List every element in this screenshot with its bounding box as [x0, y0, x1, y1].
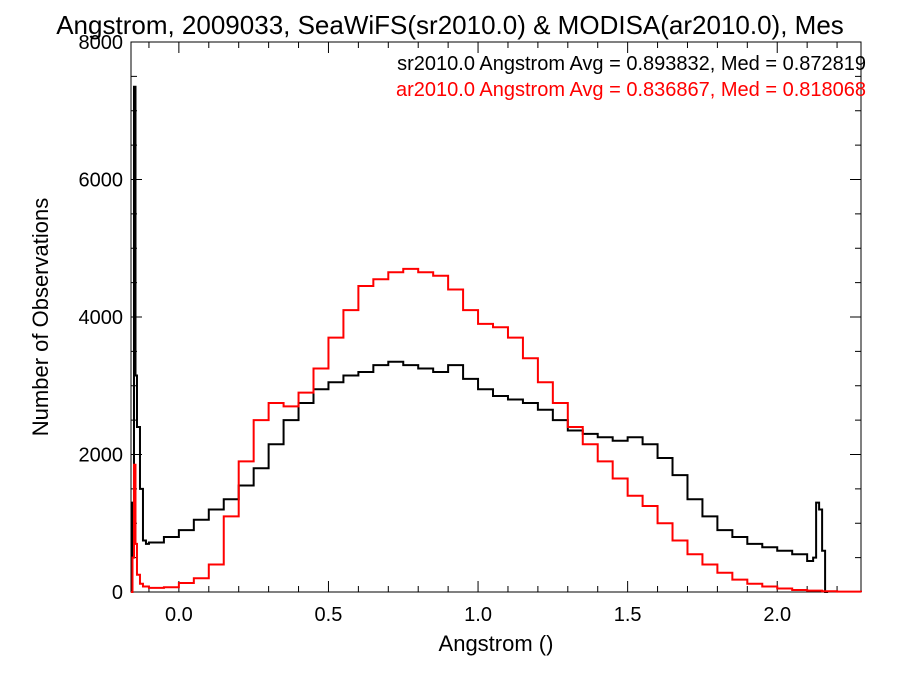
y-tick-label: 4000: [79, 307, 124, 329]
y-tick-label: 2000: [79, 445, 124, 467]
series-ar2010-line: [131, 267, 862, 593]
series-sr2010-line: [131, 85, 829, 593]
plot-frame-box: [130, 41, 862, 593]
x-tick-label: 1.0: [464, 604, 492, 626]
x-tick-label: 0.5: [315, 604, 343, 626]
plot-frame: [130, 41, 862, 593]
x-tick-label: 2.0: [763, 604, 791, 626]
legend-entry-sr2010: sr2010.0 Angstrom Avg = 0.893832, Med = …: [397, 53, 866, 75]
x-axis-label: Angstrom (): [439, 631, 554, 656]
x-tick-label: 0.0: [165, 604, 193, 626]
y-tick-label: 0: [112, 582, 123, 604]
y-tick-label: 8000: [79, 32, 124, 54]
data-series: [131, 85, 862, 593]
x-tick-label: 1.5: [614, 604, 642, 626]
chart-title: Angstrom, 2009033, SeaWiFS(sr2010.0) & M…: [56, 10, 844, 40]
y-axis-label: Number of Observations: [28, 198, 53, 436]
y-tick-label: 6000: [79, 170, 124, 192]
x-axis-ticks: 0.0 0.5 1.0 1.5 2.0: [148, 42, 838, 626]
legend-entry-ar2010: ar2010.0 Angstrom Avg = 0.836867, Med = …: [396, 79, 866, 101]
y-axis-ticks: 0 2000 4000 6000 8000: [79, 32, 861, 604]
